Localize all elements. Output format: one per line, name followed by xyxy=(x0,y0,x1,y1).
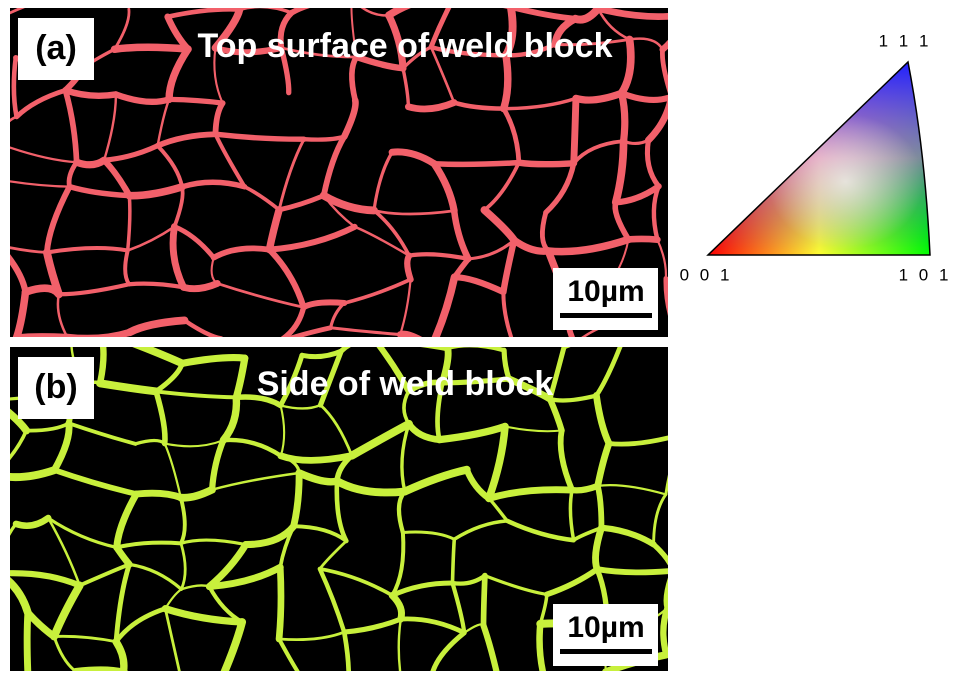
boundary xyxy=(0,145,3,178)
boundary xyxy=(564,339,622,347)
ipf-label: 1 1 1 xyxy=(879,31,932,50)
boundary xyxy=(221,338,272,344)
boundary xyxy=(597,569,674,572)
boundary xyxy=(0,179,1,246)
scale-bar xyxy=(560,649,652,654)
scale-text: 10µm xyxy=(567,611,644,644)
boundary xyxy=(17,337,68,338)
ipf-triangle xyxy=(708,62,930,255)
ipf-label: 0 0 1 xyxy=(680,265,733,284)
boundary xyxy=(434,163,519,165)
boundary xyxy=(115,47,188,49)
boundary xyxy=(100,331,104,383)
boundary xyxy=(621,93,624,141)
panel-label: (a) xyxy=(35,29,77,67)
boundary xyxy=(682,377,685,435)
boundary xyxy=(666,434,682,494)
boundary xyxy=(407,256,410,280)
boundary xyxy=(484,576,485,626)
boundary xyxy=(681,330,685,377)
scale-bar xyxy=(560,313,652,318)
panel-label: (b) xyxy=(34,368,77,406)
boundary xyxy=(628,239,657,240)
boundary xyxy=(519,163,574,165)
boundary xyxy=(27,613,28,671)
scale-text: 10µm xyxy=(567,275,644,308)
ipf-label: 1 0 1 xyxy=(899,265,952,284)
panel-title: Side of weld block xyxy=(257,365,554,403)
panel-title: Top surface of weld block xyxy=(198,27,613,65)
boundary xyxy=(128,196,130,251)
boundary xyxy=(574,98,576,163)
figure: (a) Top surface of weld block 10µm (b) S… xyxy=(0,0,954,671)
boundary xyxy=(453,539,455,583)
boundary xyxy=(377,342,448,348)
boundary xyxy=(279,567,281,639)
boundary xyxy=(457,0,511,7)
